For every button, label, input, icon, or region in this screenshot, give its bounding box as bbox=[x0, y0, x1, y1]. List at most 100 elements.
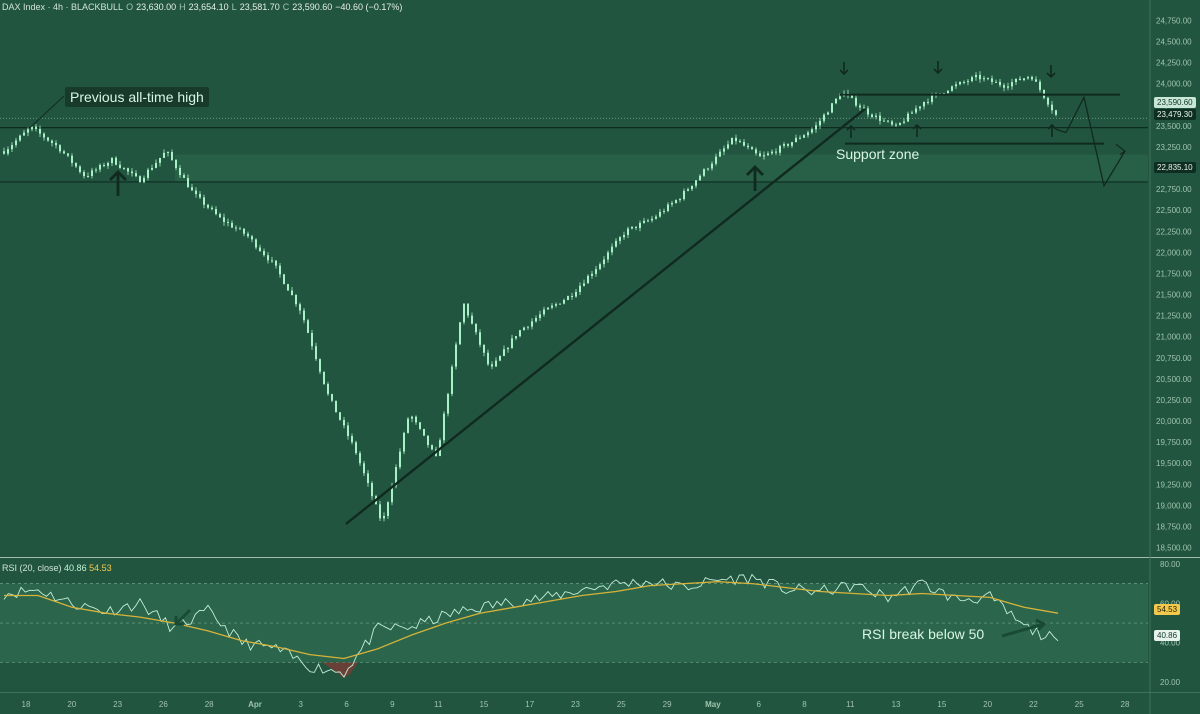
candle-body bbox=[603, 259, 605, 265]
candle bbox=[739, 139, 741, 143]
candle bbox=[407, 417, 409, 434]
price-axis-tick-label: 24,000.00 bbox=[1156, 80, 1192, 89]
candle bbox=[687, 187, 689, 192]
candle-body bbox=[919, 106, 921, 109]
candle bbox=[255, 238, 257, 250]
time-axis-tick-label: 18 bbox=[22, 700, 31, 709]
candle bbox=[551, 303, 553, 310]
candle-body bbox=[795, 137, 797, 143]
candle bbox=[975, 72, 977, 81]
candle bbox=[415, 415, 417, 425]
candle-body bbox=[43, 133, 45, 138]
candle-body bbox=[427, 435, 429, 446]
candle bbox=[823, 113, 825, 124]
candle bbox=[187, 174, 189, 188]
candle bbox=[599, 262, 601, 271]
candle-body bbox=[787, 144, 789, 146]
candle-body bbox=[879, 115, 881, 121]
candle-body bbox=[51, 140, 53, 143]
price-axis-tick-label: 21,500.00 bbox=[1156, 291, 1192, 300]
candle bbox=[503, 345, 505, 357]
candle bbox=[207, 203, 209, 210]
candle bbox=[1051, 100, 1053, 114]
candle bbox=[55, 140, 57, 149]
candle bbox=[75, 162, 77, 169]
time-axis-tick-label: May bbox=[705, 700, 721, 709]
candle bbox=[543, 306, 545, 317]
candle-body bbox=[123, 167, 125, 169]
price-axis-tick-label: 22,750.00 bbox=[1156, 185, 1192, 194]
candle-body bbox=[79, 166, 81, 173]
candle bbox=[559, 303, 561, 305]
candle bbox=[247, 231, 249, 239]
candle bbox=[815, 121, 817, 133]
candle-body bbox=[675, 200, 677, 204]
candle-body bbox=[167, 152, 169, 154]
candle-body bbox=[479, 332, 481, 345]
rsi-axis-tick-label: 20.00 bbox=[1160, 678, 1181, 687]
candle-body bbox=[335, 400, 337, 413]
candle-body bbox=[1027, 77, 1029, 79]
candle-body bbox=[791, 142, 793, 146]
candle bbox=[563, 298, 565, 305]
candle bbox=[171, 149, 173, 161]
candle-body bbox=[287, 284, 289, 291]
candle bbox=[335, 400, 337, 413]
candle-body bbox=[707, 168, 709, 170]
candle bbox=[315, 342, 317, 362]
price-levels bbox=[0, 117, 1148, 183]
time-axis-tick-label: 22 bbox=[1029, 700, 1038, 709]
candle bbox=[379, 500, 381, 522]
candle-body bbox=[267, 255, 269, 261]
time-axis-tick-label: 26 bbox=[159, 700, 168, 709]
rsi-label: RSI (20, close) bbox=[2, 563, 62, 573]
candle bbox=[287, 283, 289, 291]
candle-body bbox=[307, 320, 309, 333]
high-value: 23,654.10 bbox=[188, 2, 229, 12]
candle-body bbox=[543, 309, 545, 315]
price-axis-tick-label: 19,500.00 bbox=[1156, 459, 1192, 468]
candle-body bbox=[863, 107, 865, 109]
projection-path bbox=[1065, 95, 1126, 188]
candle-body bbox=[431, 445, 433, 450]
candle-body bbox=[975, 74, 977, 78]
candle-body bbox=[15, 140, 17, 146]
candle bbox=[751, 146, 753, 150]
candle bbox=[323, 371, 325, 386]
candle bbox=[139, 175, 141, 183]
candle bbox=[35, 124, 37, 132]
candle bbox=[83, 169, 85, 179]
candle-body bbox=[379, 504, 381, 519]
price-axis-tick-label: 20,500.00 bbox=[1156, 375, 1192, 384]
candle-body bbox=[1055, 110, 1057, 115]
candle-body bbox=[39, 128, 41, 134]
candle-body bbox=[171, 152, 173, 160]
candle bbox=[179, 165, 181, 178]
candle-body bbox=[71, 155, 73, 163]
candle bbox=[399, 448, 401, 470]
candle bbox=[23, 129, 25, 136]
candle bbox=[463, 302, 465, 325]
candle bbox=[583, 279, 585, 287]
candle-body bbox=[11, 145, 13, 150]
candle-body bbox=[615, 240, 617, 247]
candle bbox=[1019, 76, 1021, 81]
time-axis-tick-label: Apr bbox=[248, 700, 262, 709]
rsi-axis-tick-label: 80.00 bbox=[1160, 560, 1181, 569]
support-up-arrow bbox=[109, 170, 127, 196]
candle-body bbox=[507, 347, 509, 350]
candle-body bbox=[303, 310, 305, 321]
candle-body bbox=[179, 167, 181, 176]
candle bbox=[11, 142, 13, 152]
candle bbox=[655, 214, 657, 220]
candle bbox=[747, 143, 749, 150]
candle bbox=[1031, 75, 1033, 81]
candle bbox=[135, 170, 137, 178]
candle-body bbox=[207, 204, 209, 208]
candle-body bbox=[923, 101, 925, 107]
candle-body bbox=[767, 153, 769, 156]
candle-body bbox=[235, 227, 237, 229]
